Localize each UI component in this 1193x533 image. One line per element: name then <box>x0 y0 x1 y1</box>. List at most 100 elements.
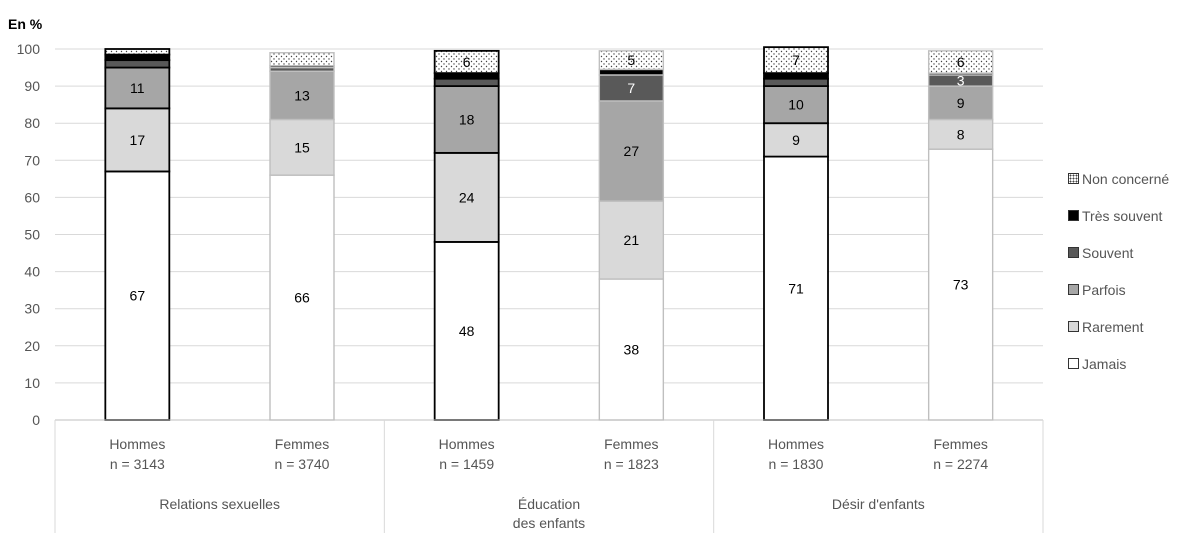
data-label: 71 <box>788 280 804 296</box>
data-label: 38 <box>624 342 640 358</box>
data-label: 7 <box>792 52 800 68</box>
bar-segment-souvent <box>433 77 500 88</box>
legend-item: Parfois <box>1068 271 1193 308</box>
y-unit-label: En % <box>8 16 43 32</box>
category-sex-label: Hommes <box>109 436 165 452</box>
bar-segment-non-concern- <box>104 48 171 56</box>
bar-segment-jamais <box>433 241 500 421</box>
data-label: 10 <box>788 97 804 113</box>
data-labels: 67 17 11 66 15 13 48 24 18 6 38 21 27 7 5 71 9 10 7 73 8 9 3 6 <box>130 52 969 357</box>
category-n-label: n = 3740 <box>275 456 330 472</box>
category-n-label: n = 1823 <box>604 456 659 472</box>
y-tick-label: 90 <box>24 78 40 94</box>
y-tick-label: 10 <box>24 375 40 391</box>
data-label: 6 <box>463 54 471 70</box>
y-tick-label: 40 <box>24 264 40 280</box>
data-label: 9 <box>792 132 800 148</box>
bar-segment-rarement <box>104 107 171 173</box>
bar-segment-parfois <box>598 100 665 202</box>
data-label: 6 <box>957 54 965 70</box>
group-label: Désir d'enfants <box>832 496 925 512</box>
bar-segment-tr-s-souvent <box>598 68 665 76</box>
legend-swatch <box>1068 321 1079 332</box>
y-tick-label: 60 <box>24 189 40 205</box>
bar-segment-non-concern- <box>433 49 500 75</box>
bar-segment-parfois <box>927 85 994 121</box>
category-sex-label: Femmes <box>604 436 658 452</box>
data-label: 7 <box>627 80 635 96</box>
bar-segment-rarement <box>433 151 500 243</box>
legend-label: Rarement <box>1082 318 1144 335</box>
legend-label: Jamais <box>1082 355 1127 372</box>
data-label: 21 <box>624 232 640 248</box>
data-label: 17 <box>130 132 146 148</box>
data-label: 66 <box>294 290 310 306</box>
category-sex-label: Hommes <box>439 436 495 452</box>
bar-segment-souvent <box>763 77 829 88</box>
legend-swatch <box>1068 358 1079 369</box>
legend-swatch <box>1068 284 1079 295</box>
category-sex-label: Femmes <box>275 436 329 452</box>
data-label: 13 <box>294 87 310 103</box>
data-label: 15 <box>294 139 310 155</box>
y-tick-label: 20 <box>24 338 40 354</box>
bar-segment-rarement <box>269 118 335 176</box>
y-tick-label: 0 <box>32 412 40 428</box>
legend-swatch <box>1068 173 1079 184</box>
group-label: des enfants <box>513 515 585 531</box>
y-tick-label: 70 <box>24 152 40 168</box>
category-sex-label: Hommes <box>768 436 824 452</box>
y-tick-label: 30 <box>24 301 40 317</box>
bar-segment-non-concern- <box>763 46 829 75</box>
data-label: 5 <box>627 52 635 68</box>
bar-segment-jamais <box>763 155 829 421</box>
bar-segment-souvent <box>598 74 665 102</box>
legend-swatch <box>1068 247 1079 258</box>
bar-segment-jamais <box>598 278 665 421</box>
data-label: 18 <box>459 111 475 127</box>
data-label: 48 <box>459 323 475 339</box>
y-tick-label: 100 <box>17 41 41 57</box>
legend: Non concerné Très souvent Souvent Parfois Ra… <box>1068 160 1193 382</box>
legend-label: Souvent <box>1082 244 1134 261</box>
legend-item: Rarement <box>1068 308 1193 345</box>
legend-label: Parfois <box>1082 281 1126 298</box>
data-label: 73 <box>953 277 969 293</box>
legend-item: Souvent <box>1068 234 1193 271</box>
bar-segment-parfois <box>269 70 335 121</box>
category-n-label: n = 2274 <box>933 456 988 472</box>
bar-segment-rarement <box>598 200 665 280</box>
bar-segment-non-concern- <box>598 50 665 71</box>
bar-segment-non-concern- <box>269 52 335 67</box>
gridlines <box>55 48 1043 421</box>
category-sex-label: Femmes <box>933 436 987 452</box>
data-label: 67 <box>130 288 146 304</box>
legend-swatch <box>1068 210 1079 221</box>
category-n-label: n = 1830 <box>769 456 824 472</box>
group-label: Éducation <box>518 496 580 512</box>
category-n-label: n = 1459 <box>439 456 494 472</box>
bar-segment-parfois <box>763 85 829 125</box>
bar-segment-souvent <box>104 59 171 69</box>
legend-label: Très souvent <box>1082 207 1163 224</box>
axes: 0 10 20 30 40 50 60 70 80 90 100 Hommes n = 3143 Femm… <box>17 41 1044 533</box>
bar-segment-parfois <box>104 66 171 110</box>
data-label: 8 <box>957 126 965 142</box>
legend-item: Jamais <box>1068 345 1193 382</box>
legend-item: Très souvent <box>1068 197 1193 234</box>
data-label: 9 <box>957 95 965 111</box>
data-label: 27 <box>624 143 640 159</box>
bar-segment-jamais <box>269 174 335 421</box>
data-label: 3 <box>957 73 965 89</box>
bar-segment-non-concern- <box>927 50 994 74</box>
category-n-label: n = 3143 <box>110 456 165 472</box>
legend-item: Non concerné <box>1068 160 1193 197</box>
y-tick-label: 80 <box>24 115 40 131</box>
data-label: 11 <box>130 80 145 96</box>
y-tick-label: 50 <box>24 227 40 243</box>
bars <box>104 46 994 421</box>
legend-label: Non concerné <box>1082 170 1170 187</box>
data-label: 24 <box>459 189 475 205</box>
group-label: Relations sexuelles <box>159 496 280 512</box>
